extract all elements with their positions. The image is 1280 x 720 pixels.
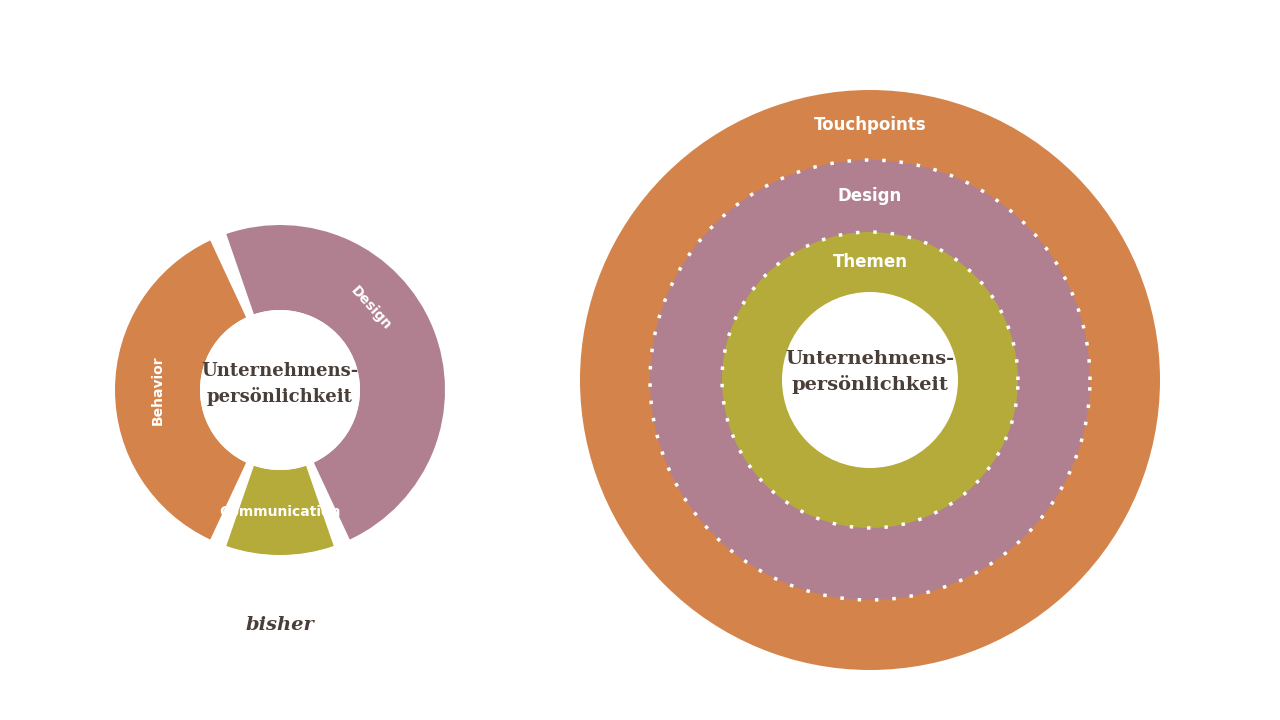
Circle shape	[580, 90, 1160, 670]
Circle shape	[722, 232, 1018, 528]
Wedge shape	[227, 225, 445, 539]
Text: Unternehmens-
persönlichkeit: Unternehmens- persönlichkeit	[201, 361, 358, 406]
Wedge shape	[115, 240, 246, 539]
Text: Design: Design	[838, 187, 902, 205]
Text: Design: Design	[348, 284, 394, 333]
Text: Behavior: Behavior	[151, 355, 165, 425]
Text: bisher: bisher	[246, 616, 315, 634]
Text: Touchpoints: Touchpoints	[814, 116, 927, 134]
Circle shape	[650, 160, 1091, 600]
Wedge shape	[227, 466, 334, 555]
Text: Communication: Communication	[219, 505, 340, 520]
Text: Themen: Themen	[832, 253, 908, 271]
Text: Unternehmens-
persönlichkeit: Unternehmens- persönlichkeit	[786, 350, 955, 395]
Circle shape	[200, 310, 360, 470]
Circle shape	[782, 292, 957, 468]
